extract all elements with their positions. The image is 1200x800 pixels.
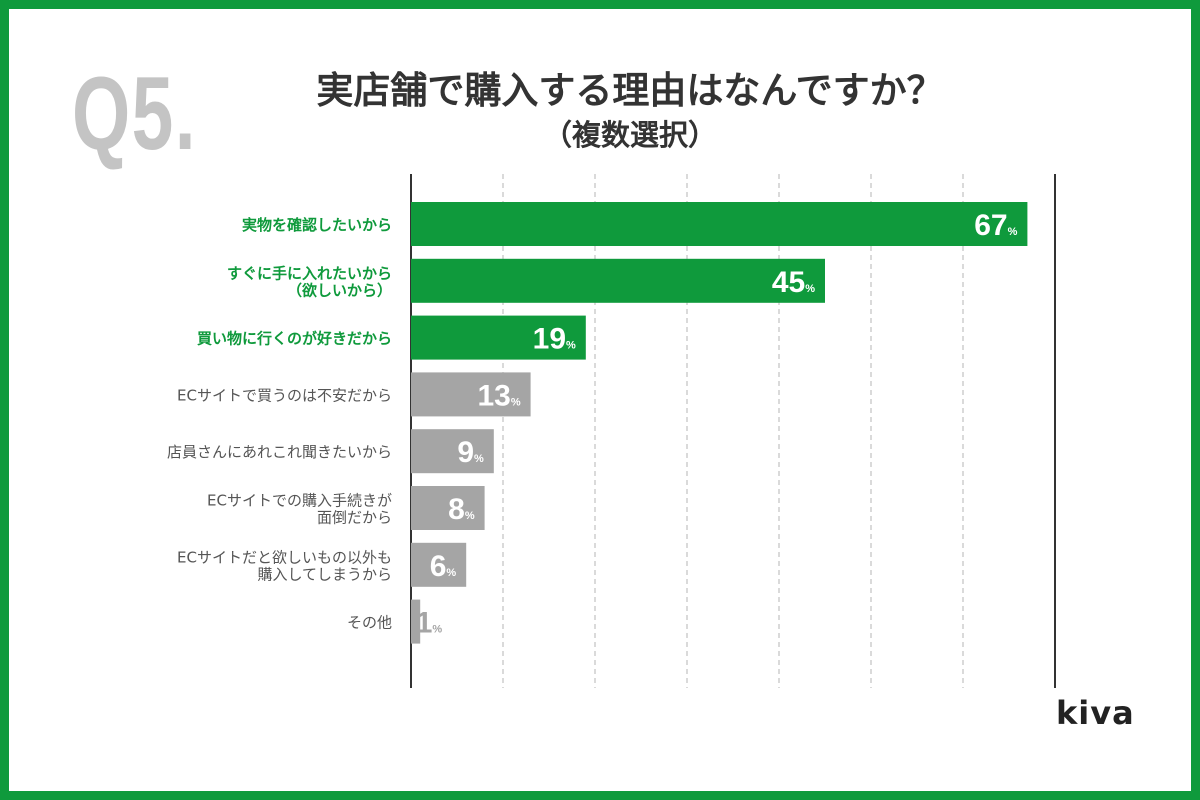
data-label: 13% bbox=[477, 379, 520, 412]
category-label: ECサイトで買うのは不安だから bbox=[177, 386, 392, 404]
bar bbox=[411, 599, 421, 644]
category-label: その他 bbox=[347, 614, 392, 632]
data-label: 1% bbox=[416, 607, 443, 640]
question-number: Q5. bbox=[72, 56, 198, 172]
category-label: すぐに手に入れたいから bbox=[227, 264, 392, 282]
category-label: 店員さんにあれこれ聞きたいから bbox=[167, 443, 392, 461]
category-label: 実物を確認したいから bbox=[242, 216, 392, 234]
category-label: 買い物に行くのが好きだから bbox=[197, 330, 392, 348]
data-label: 67% bbox=[974, 209, 1017, 242]
category-label: ECサイトでの購入手続きが bbox=[207, 492, 392, 510]
bar bbox=[411, 258, 825, 303]
data-label: 9% bbox=[457, 436, 484, 469]
data-label: 19% bbox=[533, 323, 576, 356]
bar bbox=[411, 315, 586, 360]
data-label: 8% bbox=[448, 493, 475, 526]
bar bbox=[411, 429, 494, 474]
category-label: 面倒だから bbox=[317, 509, 392, 527]
data-label: 6% bbox=[430, 550, 457, 583]
data-label: 45% bbox=[772, 266, 815, 299]
brand-logo: kiva bbox=[1056, 694, 1135, 732]
category-label: 購入してしまうから bbox=[257, 565, 392, 583]
chart-title: 実店舗で購入する理由はなんですか？ bbox=[316, 69, 944, 112]
chart-subtitle: （複数選択） bbox=[542, 118, 717, 152]
bar bbox=[411, 202, 1028, 246]
category-label: ECサイトだと欲しいもの以外も bbox=[177, 548, 392, 566]
bar bbox=[411, 486, 485, 530]
bar bbox=[411, 542, 467, 587]
category-label: （欲しいから） bbox=[287, 281, 392, 299]
bar bbox=[411, 372, 531, 417]
